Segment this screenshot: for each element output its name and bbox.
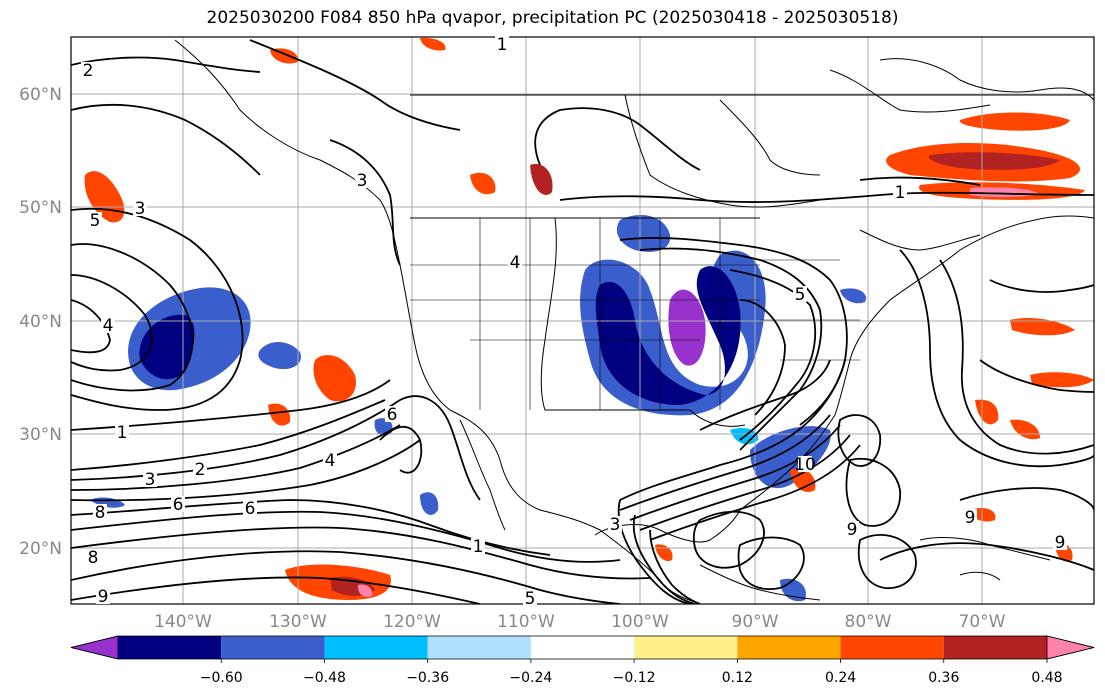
contour-label: 5	[90, 211, 101, 231]
colorbar-extend-max	[1046, 635, 1095, 660]
contour-label-bg	[81, 62, 95, 78]
contour-label: 6	[245, 499, 256, 519]
contour-label: 9	[98, 587, 109, 607]
contour-label-bg	[355, 172, 369, 188]
contour-label: 3	[357, 171, 368, 191]
contour-label-bg	[495, 36, 509, 52]
colorbar-tick-label: −0.24	[509, 670, 552, 686]
contour-label-bg	[798, 456, 812, 472]
longitude-label: 130°W	[269, 612, 327, 632]
latitude-label: 20°N	[19, 539, 62, 559]
colorbar-swatch	[943, 636, 1047, 659]
longitude-labels: 140°W 130°W 120°W 110°W 100°W 90°W 80°W 70°W	[154, 612, 1006, 632]
colorbar-tick-label: −0.36	[406, 670, 449, 686]
colorbar-swatch	[634, 636, 738, 659]
contour-label: 8	[95, 503, 106, 523]
contour-label-bg	[86, 549, 100, 565]
colorbar-swatch	[221, 636, 325, 659]
contour-label: 9	[1055, 533, 1066, 553]
contour-label: 6	[173, 495, 184, 515]
longitude-label: 140°W	[154, 612, 212, 632]
colorbar-tick-label: 0.36	[928, 670, 959, 686]
longitude-label: 90°W	[732, 612, 779, 632]
contour-label-bg	[608, 516, 622, 532]
contour-label: 3	[145, 470, 156, 490]
colorbar-tick-label: −0.48	[303, 670, 346, 686]
contour-label: 5	[795, 285, 806, 305]
colorbar	[70, 635, 1095, 660]
contour-label-bg	[845, 521, 859, 537]
colorbar-extend-min	[70, 635, 119, 660]
contour-label: 4	[510, 253, 521, 273]
colorbar-swatch	[840, 636, 944, 659]
contour-label-bg	[193, 461, 207, 477]
state-borders	[410, 218, 860, 410]
colorbar-tick-label: 0.24	[825, 670, 856, 686]
colorbar-swatch	[530, 636, 635, 659]
latitude-label: 40°N	[19, 312, 62, 332]
longitude-label: 120°W	[383, 612, 441, 632]
contour-label-bg	[133, 200, 147, 216]
contour-label-bg	[243, 500, 257, 516]
contour-label-bg	[385, 406, 399, 422]
contour-label-bg	[115, 424, 129, 440]
latitude-labels: 60°N 50°N 40°N 30°N 20°N	[19, 85, 62, 559]
map-frame	[70, 36, 1095, 605]
contour-label: 8	[88, 548, 99, 568]
latitude-label: 50°N	[19, 198, 62, 218]
contour-label-bg	[93, 504, 107, 520]
contour-label-bg	[893, 184, 907, 200]
colorbar-ticks: −0.60 −0.48 −0.36 −0.24 −0.12 0.12 0.24 0.36 0.4…	[200, 659, 1063, 686]
contour-label-bg	[323, 452, 337, 468]
contour-label: 1	[895, 183, 906, 203]
colorbar-swatch	[324, 636, 428, 659]
contour-label: 2	[83, 61, 94, 81]
contour-label-bg	[1053, 534, 1067, 550]
contour-label: 5	[525, 589, 536, 609]
contour-label: 9	[847, 520, 858, 540]
longitude-label: 80°W	[845, 612, 892, 632]
qvapor-contours	[71, 39, 1094, 604]
contour-label: 1	[473, 537, 484, 557]
contour-label: 10	[794, 455, 816, 475]
contour-label-bg	[963, 509, 977, 525]
colorbar-tick-label: −0.60	[200, 670, 243, 686]
contour-label-bg	[143, 471, 157, 487]
map-title: 2025030200 F084 850 hPa qvapor, precipit…	[206, 8, 899, 28]
colorbar-swatch	[427, 636, 531, 659]
latitude-label: 30°N	[19, 425, 62, 445]
colorbar-swatch	[118, 636, 222, 659]
contour-label-bg	[88, 212, 102, 228]
contour-label-bg	[171, 496, 185, 512]
contour-label-bg	[471, 538, 485, 554]
contour-label-bg	[101, 317, 115, 333]
contour-label: 1	[117, 423, 128, 443]
colorbar-tick-label: 0.48	[1031, 670, 1062, 686]
longitude-label: 70°W	[959, 612, 1006, 632]
colorbar-tick-label: 0.12	[722, 670, 753, 686]
contour-label-bg	[508, 254, 522, 270]
contour-label: 4	[103, 316, 114, 336]
colorbar-swatch	[737, 636, 841, 659]
contour-label: 3	[135, 199, 146, 219]
contour-label: 6	[387, 405, 398, 425]
longitude-label: 100°W	[611, 612, 669, 632]
longitude-label: 110°W	[497, 612, 555, 632]
graticule	[71, 37, 1094, 604]
colorbar-outline	[70, 635, 1095, 660]
contour-label: 3	[610, 515, 621, 535]
contour-label-bg	[523, 590, 537, 606]
contour-label: 1	[497, 35, 508, 55]
contour-label-bg	[96, 588, 110, 604]
contour-label: 2	[195, 460, 206, 480]
contour-label: 4	[325, 451, 336, 471]
latitude-label: 60°N	[19, 85, 62, 105]
contour-label: 9	[965, 508, 976, 528]
contour-label-bg	[793, 286, 807, 302]
colorbar-tick-label: −0.12	[613, 670, 656, 686]
